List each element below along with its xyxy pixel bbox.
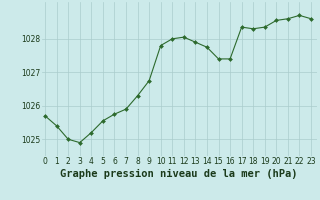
X-axis label: Graphe pression niveau de la mer (hPa): Graphe pression niveau de la mer (hPa) <box>60 169 298 179</box>
